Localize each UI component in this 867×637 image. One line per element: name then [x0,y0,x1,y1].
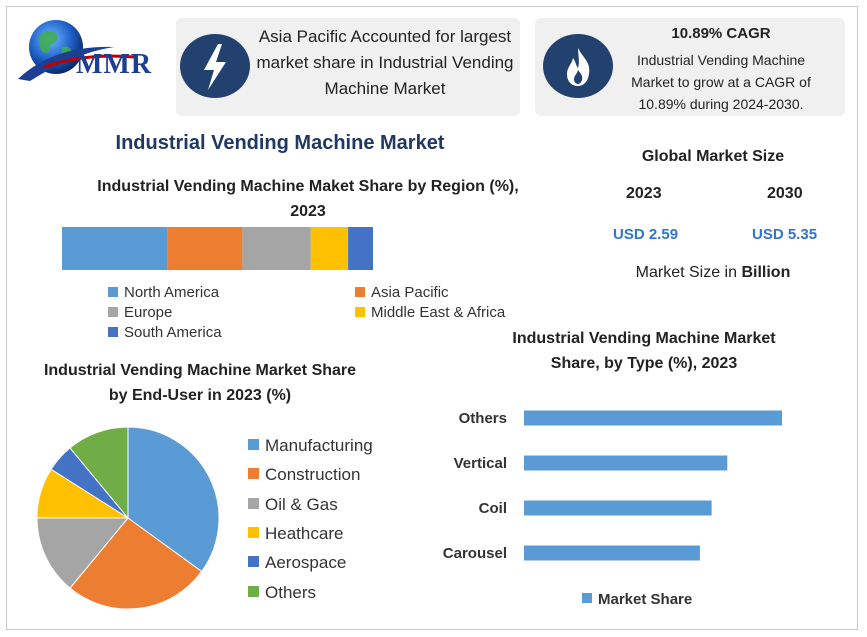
value-2030: USD 5.35 [752,226,818,243]
type-tick-label-carousel: Carousel [443,545,507,562]
enduser-legend-item-aerospace: Aerospace [248,553,346,573]
region-legend-item-asia-pacific: Asia Pacific [355,284,449,301]
pie-slice-construction [69,517,203,610]
type-tick-label-others: Others [459,410,507,427]
enduser-legend-item-manufacturing: Manufacturing [248,436,373,456]
market-size-unit: Billion [741,264,791,281]
region-segment-asia-pacific [167,227,243,270]
region-segment-south-america [348,227,373,270]
legend-label: Construction [265,465,361,485]
legend-label: Asia Pacific [371,284,449,301]
legend-label: Heathcare [265,523,344,543]
type-tick-label-vertical: Vertical [454,455,507,472]
region-legend-item-europe: Europe [108,304,172,321]
legend-swatch [248,497,259,509]
legend-swatch [248,468,259,480]
legend-label: Others [265,582,317,602]
enduser-legend-item-heathcare: Heathcare [248,524,343,544]
enduser-chart-title: Industrial Vending Machine Market Share … [43,362,357,404]
legend-swatch [355,307,365,317]
enduser-legend-item-construction: Construction [248,465,360,485]
market-size-note-prefix: Market Size in [635,264,742,281]
type-bar-others [524,410,782,426]
legend-label: Europe [124,304,173,321]
region-segment-north-america [62,227,168,270]
legend-label: Oil & Gas [265,494,338,514]
enduser-legend-item-oil-gas: Oil & Gas [248,495,338,515]
type-bar-carousel [524,545,700,561]
type-legend-label: Market Share [598,591,692,608]
legend-label: South America [124,324,222,341]
region-chart-title: Industrial Vending Machine Maket Share b… [97,178,519,220]
type-bar-coil [524,500,712,516]
type-chart-title: Industrial Vending Machine Market Share,… [512,330,776,372]
pie-slice-oil-gas [36,517,130,589]
legend-swatch [108,307,118,317]
legend-label: Manufacturing [265,436,373,455]
legend-swatch [248,439,259,450]
legend-label: Aerospace [265,553,347,573]
region-segment-middle-east-africa [310,227,349,270]
region-legend-item-middle-east-africa: Middle East & Africa [355,304,505,321]
region-legend-item-south-america: South America [108,324,222,341]
logo: MMR [14,17,174,87]
legend-swatch [248,526,259,538]
legend-swatch [108,287,118,297]
lightning-icon-circle [180,34,250,98]
year-2030: 2030 [767,185,803,202]
cagr-title: 10.89% CAGR [671,25,771,42]
logo-text: MMR [76,49,153,80]
legend-label: Middle East & Africa [371,304,506,321]
main-title: Industrial Vending Machine Market [115,132,445,154]
region-highlight-text: Asia Pacific Accounted for largest marke… [256,27,514,98]
legend-swatch [248,585,259,597]
pie-slice-others [69,426,129,520]
type-legend-swatch [582,593,592,603]
market-size-note: Market Size in Billion [606,264,820,282]
legend-swatch [108,327,118,337]
region-legend-item-north-america: North America [108,284,219,301]
value-2023: USD 2.59 [613,226,679,243]
global-market-title: Global Market Size [641,148,785,165]
region-segment-europe [242,227,311,270]
flame-icon [567,48,590,86]
flame-icon-circle [543,34,613,98]
pie-slice-manufacturing [127,426,220,573]
type-tick-label-coil: Coil [479,500,507,517]
legend-swatch [355,287,365,297]
globe-icon [18,20,135,81]
lightning-icon [204,44,226,90]
type-bar-vertical [524,455,728,471]
year-2023: 2023 [626,185,662,202]
enduser-legend-item-others: Others [248,583,316,603]
legend-label: North America [124,284,220,301]
legend-swatch [248,556,259,568]
cagr-text: Industrial Vending Machine Market to gro… [631,52,811,112]
